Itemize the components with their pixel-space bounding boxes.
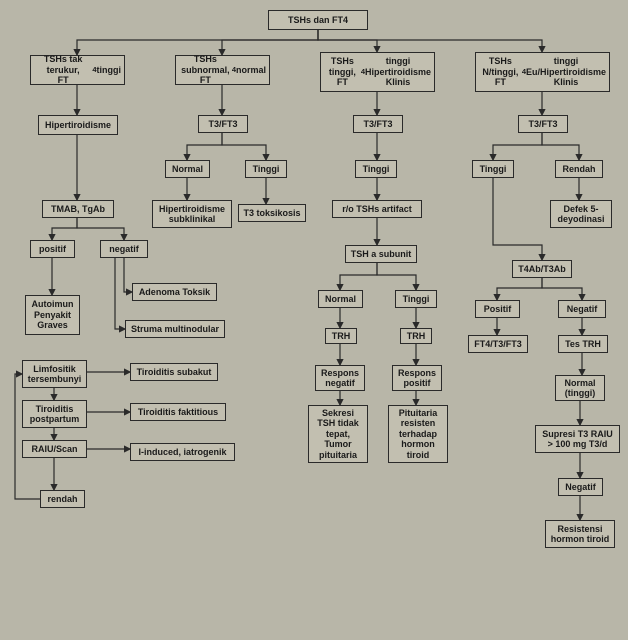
node-tirsub: Tiroiditis subakut [130, 363, 218, 381]
node-tshsub: TSH a subunit [345, 245, 417, 263]
node-trh2: TRH [400, 328, 432, 344]
node-b2: TSHs subnormal,FT4 normal [175, 55, 270, 85]
node-aden: Adenoma Toksik [132, 283, 217, 301]
node-ting2: Tinggi [355, 160, 397, 178]
connectors-layer [0, 0, 628, 640]
node-pitres: Pituitariaresistenterhadaphormontiroid [388, 405, 448, 463]
node-norm1: Normal [165, 160, 210, 178]
node-neg2: Negatif [558, 300, 606, 318]
node-resist: Resistensihormon tiroid [545, 520, 615, 548]
node-normt: Normal(tinggi) [555, 375, 605, 401]
node-ting4: Tinggi [395, 290, 437, 308]
node-ting3: Tinggi [472, 160, 514, 178]
node-t3tox: T3 toksikosis [238, 204, 306, 222]
node-subkl: Hipertiroidismesubklinikal [152, 200, 232, 228]
node-limf: Limfositiktersembunyi [22, 360, 87, 388]
node-t3c: T3/FT3 [518, 115, 568, 133]
node-respneg: Responsnegatif [315, 365, 365, 391]
node-pos1: positif [30, 240, 75, 258]
node-ft4t3: FT4/T3/FT3 [468, 335, 528, 353]
node-ro: r/o TSHs artifact [332, 200, 422, 218]
node-iind: I-induced, iatrogenik [130, 443, 235, 461]
node-b4: TSHs N/tinggi,FT4 tinggiEu/Hipertiroidis… [475, 52, 610, 92]
node-struma: Struma multinodular [125, 320, 225, 338]
node-neg3: Negatif [558, 478, 603, 496]
node-sekresi: SekresiTSH tidaktepat,Tumorpituitaria [308, 405, 368, 463]
node-t3b: T3/FT3 [353, 115, 403, 133]
node-neg1: negatif [100, 240, 148, 258]
node-rend1: Rendah [555, 160, 603, 178]
node-hiper: Hipertiroidisme [38, 115, 118, 135]
node-defek: Defek 5-deyodinasi [550, 200, 612, 228]
node-b1: TSHs tak terukur,FT4 tinggi [30, 55, 125, 85]
node-tirpost: Tiroiditispostpartum [22, 400, 87, 428]
node-testrh: Tes TRH [558, 335, 608, 353]
node-auto: AutoimunPenyakitGraves [25, 295, 80, 335]
node-raiu: RAIU/Scan [22, 440, 87, 458]
node-tirfak: Tiroiditis faktitious [130, 403, 226, 421]
node-b3: TSHs tinggi,FT4 tinggiHipertiroidisme Kl… [320, 52, 435, 92]
node-t3a: T3/FT3 [198, 115, 248, 133]
node-root: TSHs dan FT4 [268, 10, 368, 30]
node-trh1: TRH [325, 328, 357, 344]
node-t4ab: T4Ab/T3Ab [512, 260, 572, 278]
node-resppos: Responspositif [392, 365, 442, 391]
node-tmab: TMAB, TgAb [42, 200, 114, 218]
node-ting1: Tinggi [245, 160, 287, 178]
node-rend2: rendah [40, 490, 85, 508]
node-norm2: Normal [318, 290, 363, 308]
node-pos2: Positif [475, 300, 520, 318]
node-supresi: Supresi T3 RAIU> 100 mg T3/d [535, 425, 620, 453]
